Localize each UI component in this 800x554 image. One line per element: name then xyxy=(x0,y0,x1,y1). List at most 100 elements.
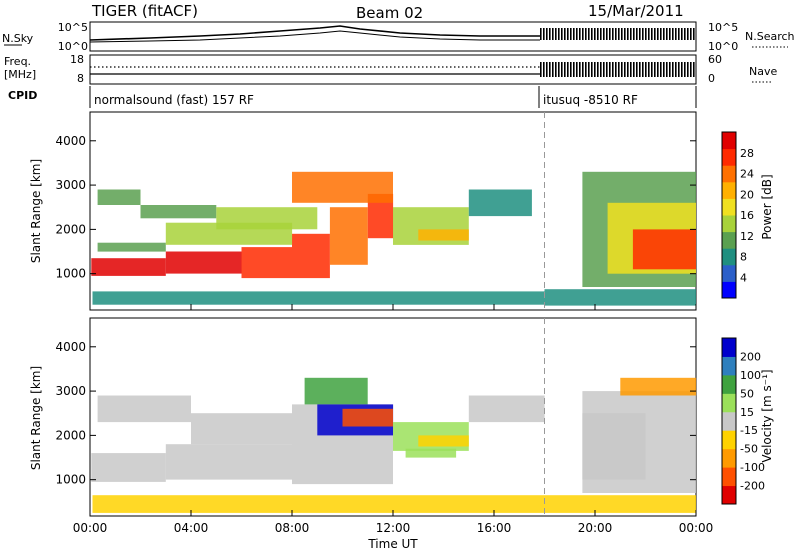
power-colorbar-segment xyxy=(722,281,736,299)
velocity-colorbar-tick: 100 xyxy=(740,369,761,382)
power-colorbar-segment xyxy=(722,132,736,150)
velocity-xtick-label: 12:00 xyxy=(376,521,411,535)
power-region-3 xyxy=(292,233,330,279)
velocity-region-5 xyxy=(304,377,368,405)
power-colorbar-tick: 24 xyxy=(740,168,754,181)
power-region-0 xyxy=(91,258,166,276)
velocity-cells xyxy=(91,318,697,516)
power-region-2 xyxy=(241,247,292,279)
velocity-xtick-label: 20:00 xyxy=(578,521,613,535)
velocity-region-11 xyxy=(468,395,545,423)
velocity-colorbar-segment xyxy=(722,448,736,468)
velocity-region-12 xyxy=(92,495,393,513)
power-region-11 xyxy=(292,171,393,203)
power-colorbar-tick: 4 xyxy=(740,271,747,284)
power-colorbar-tick: 16 xyxy=(740,209,754,222)
velocity-region-3 xyxy=(97,395,191,423)
power-colorbar-segment xyxy=(722,215,736,233)
velocity-xtick-label: 16:00 xyxy=(477,521,512,535)
noise-panel: N.Sky 10^5 10^0 N.Search 10^5 10^0 xyxy=(2,21,795,53)
velocity-colorbar-segment xyxy=(722,467,736,487)
freq-panel: Freq. [MHz] 18 8 Nave 60 0 xyxy=(4,53,777,85)
velocity-ytick-label: 3000 xyxy=(55,384,86,398)
velocity-colorbar-tick: -200 xyxy=(740,480,765,493)
velocity-xtick-label: 04:00 xyxy=(174,521,209,535)
velocity-region-7 xyxy=(342,408,393,427)
power-colorbar-tick: 12 xyxy=(740,230,754,243)
power-region-6 xyxy=(97,242,166,252)
freq-tick-bottom: 8 xyxy=(77,72,84,85)
power-colorbar-segment xyxy=(722,264,736,282)
velocity-colorbar-segment xyxy=(722,356,736,376)
power-colorbar-segment xyxy=(722,181,736,199)
velocity-xtick-label: 08:00 xyxy=(275,521,310,535)
power-colorbar-frame xyxy=(721,131,737,299)
power-colorbar-segment xyxy=(722,231,736,249)
nsky-tick-bottom: 10^0 xyxy=(58,40,88,53)
nsearch-tick-top: 10^5 xyxy=(708,21,738,34)
velocity-ytick-label: 2000 xyxy=(55,428,86,442)
power-colorbar-tick: 28 xyxy=(740,147,754,160)
power-colorbar-segment xyxy=(722,165,736,183)
power-region-10 xyxy=(216,207,318,230)
freq-label: Freq. xyxy=(4,55,31,68)
velocity-panel: 1000 2000 3000 4000 00:00 04:00 08:00 12:00 16:… xyxy=(29,317,774,551)
velocity-colorbar-tick: 15 xyxy=(740,406,754,419)
power-ytick-label: 1000 xyxy=(55,267,86,281)
power-region-4 xyxy=(329,207,368,265)
velocity-region-16 xyxy=(620,377,697,396)
radar-title: TIGER (fitACF) xyxy=(91,2,198,20)
cpid-segment-2: itusuq -8510 RF xyxy=(543,93,638,107)
power-colorbar: 28 24 20 16 12 8 4 xyxy=(721,131,754,299)
velocity-region-4 xyxy=(191,413,292,445)
velocity-x-axis: 00:00 04:00 08:00 12:00 16:00 20:00 00:00 xyxy=(73,510,714,535)
velocity-colorbar-frame xyxy=(721,337,737,505)
velocity-colorbar-segment xyxy=(722,430,736,450)
power-ytick-label: 4000 xyxy=(55,134,86,148)
power-ytick-label: 3000 xyxy=(55,178,86,192)
velocity-xtick-label: 00:00 xyxy=(73,521,108,535)
beam-label: Beam 02 xyxy=(356,4,423,22)
power-region-13 xyxy=(418,229,469,241)
nsearch-label: N.Search xyxy=(745,30,795,43)
velocity-colorbar-segment xyxy=(722,393,736,413)
velocity-colorbar-segment xyxy=(722,411,736,431)
velocity-colorbar: 200 100 50 15 -15 -50 -100 -200 xyxy=(721,337,765,505)
nave-tick-top: 60 xyxy=(708,53,722,66)
freq-tick-top: 18 xyxy=(70,53,84,66)
power-region-19 xyxy=(632,229,696,270)
power-colorbar-segment xyxy=(722,248,736,266)
power-region-8 xyxy=(97,189,141,205)
power-colorbar-label: Power [dB] xyxy=(760,174,774,239)
velocity-colorbar-segment xyxy=(722,374,736,394)
velocity-ytick-label: 4000 xyxy=(55,340,86,354)
velocity-region-10 xyxy=(405,448,457,458)
power-ytick-label: 2000 xyxy=(55,222,86,236)
velocity-y-axis: 1000 2000 3000 4000 xyxy=(55,340,696,487)
time-axis-label: Time UT xyxy=(367,537,418,551)
cpid-row: CPID normalsound (fast) 157 RF itusuq -8… xyxy=(8,86,697,108)
velocity-region-9 xyxy=(418,435,469,447)
cpid-label: CPID xyxy=(8,89,37,102)
velocity-colorbar-tick: 50 xyxy=(740,387,754,400)
nave-label: Nave xyxy=(749,65,777,78)
power-region-1 xyxy=(165,251,242,274)
velocity-ylabel: Slant Range [km] xyxy=(29,366,43,470)
power-y-axis: 1000 2000 3000 4000 xyxy=(55,134,697,310)
velocity-xtick-label: 00:00 xyxy=(679,521,714,535)
power-colorbar-segment xyxy=(722,198,736,216)
velocity-region-15 xyxy=(582,413,646,480)
velocity-ytick-label: 1000 xyxy=(55,473,86,487)
velocity-colorbar-tick: -100 xyxy=(740,461,765,474)
nsearch-tick-bottom: 10^0 xyxy=(708,40,738,53)
power-cells xyxy=(91,112,696,310)
power-region-16 xyxy=(544,289,696,306)
velocity-colorbar-tick: -50 xyxy=(740,443,758,456)
nave-tick-bottom: 0 xyxy=(708,72,715,85)
freq-unit: [MHz] xyxy=(4,68,36,81)
velocity-colorbar-label: Velocity [m s⁻¹] xyxy=(760,369,774,462)
power-panel: 1000 2000 3000 4000 Slant Range [km] 28 24 20… xyxy=(29,111,774,311)
power-region-15 xyxy=(92,291,545,305)
power-colorbar-tick: 20 xyxy=(740,188,754,201)
